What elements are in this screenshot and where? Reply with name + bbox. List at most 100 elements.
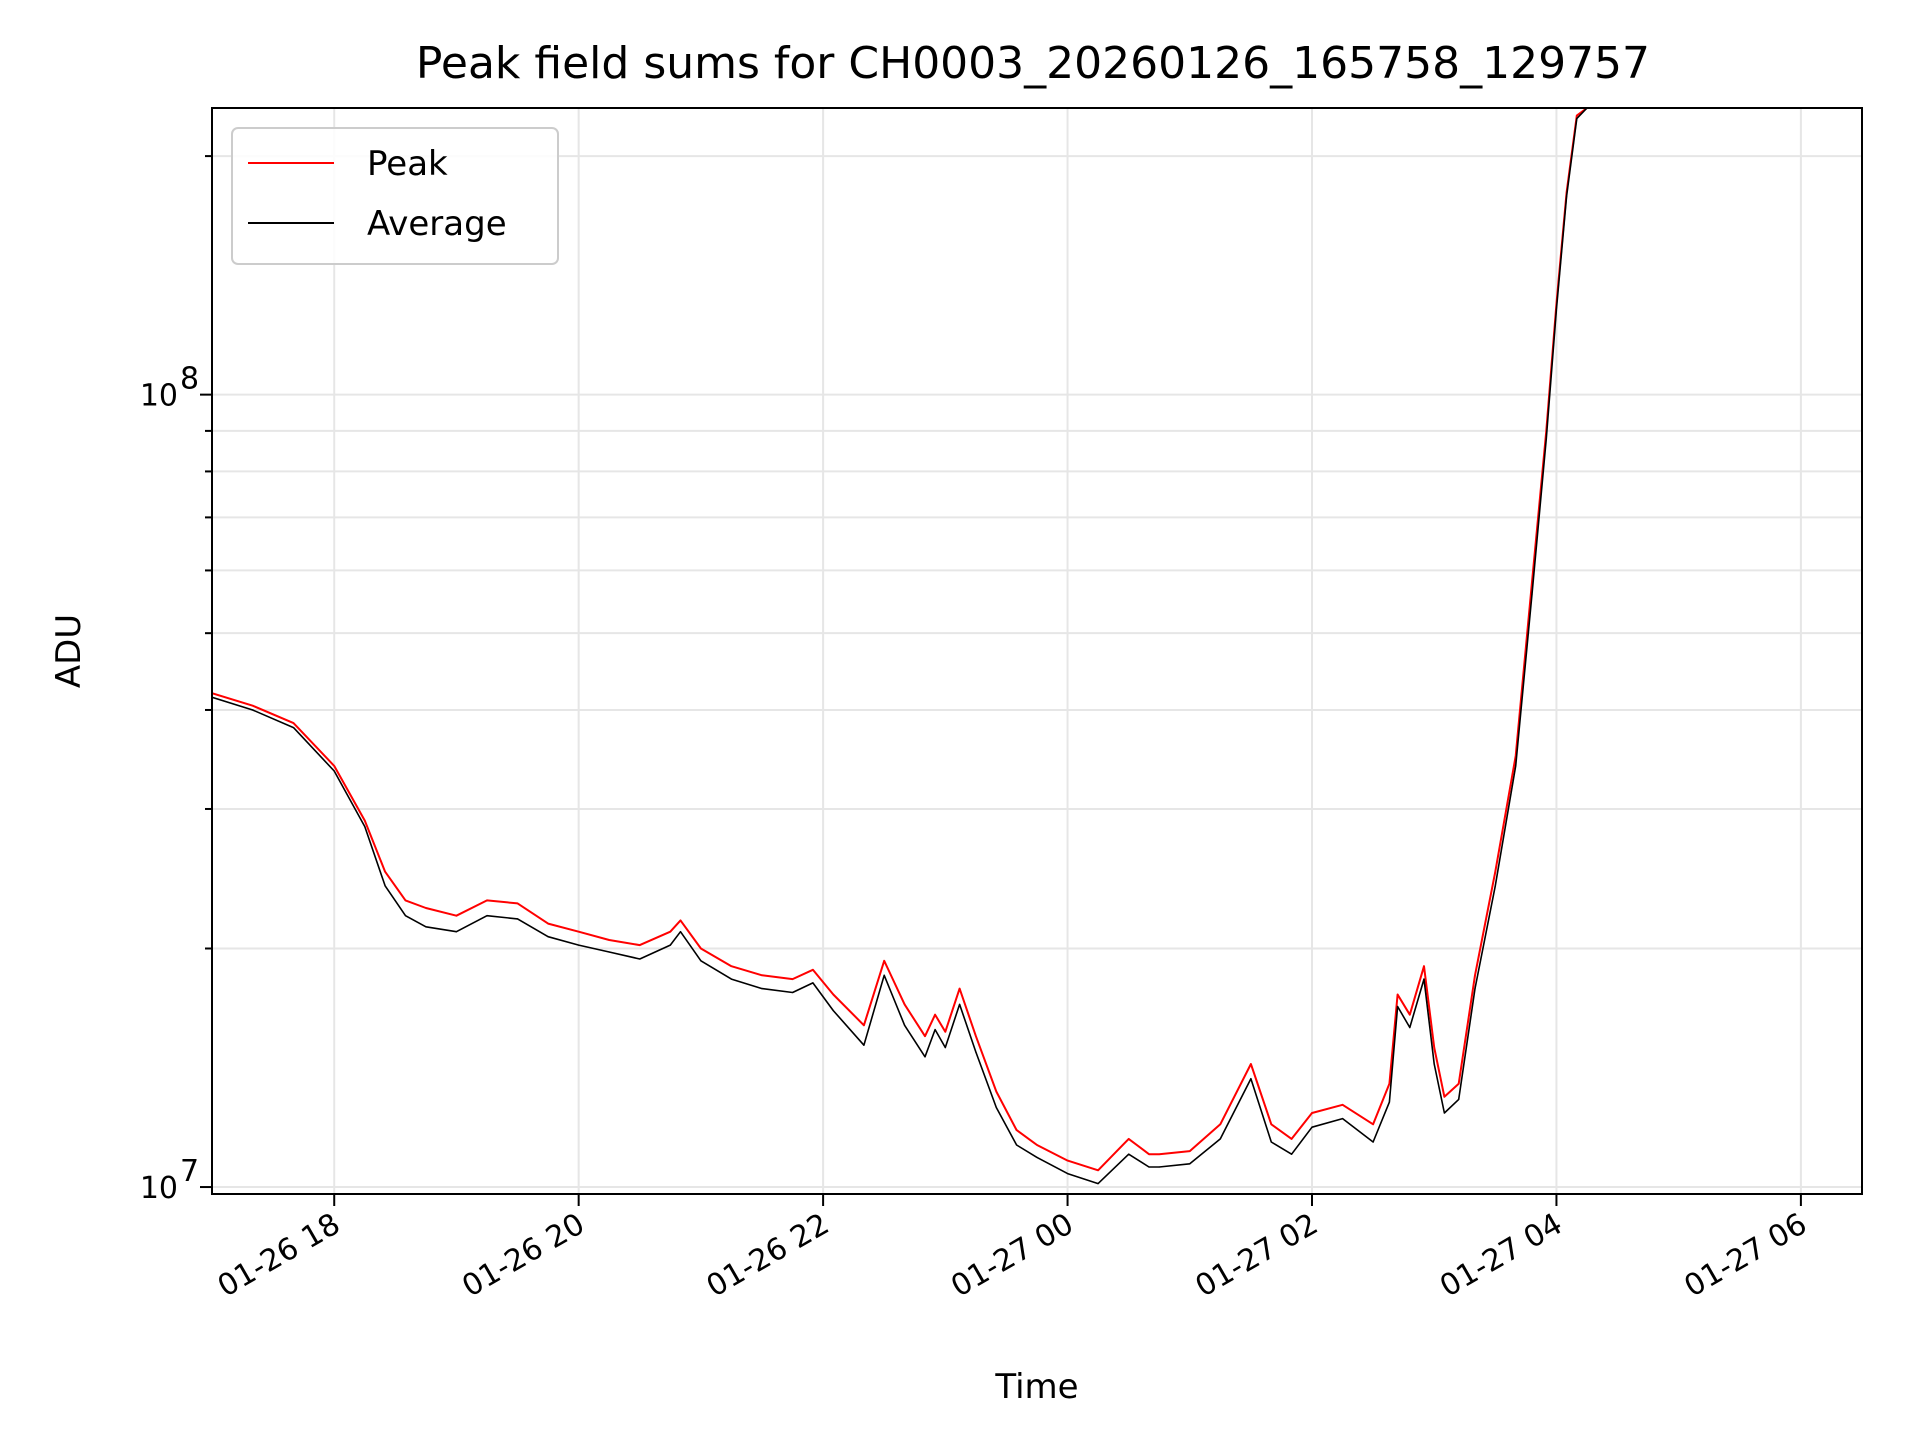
data-point-average xyxy=(1372,1141,1374,1143)
data-point-average xyxy=(1189,1163,1191,1165)
data-point-peak xyxy=(547,923,549,925)
data-point-average xyxy=(904,1024,906,1026)
data-point-average xyxy=(1515,765,1517,767)
data-point-peak xyxy=(1250,1063,1252,1065)
data-point-average xyxy=(924,1056,926,1058)
y-tick-label: 10 xyxy=(140,379,178,414)
data-point-peak xyxy=(924,1035,926,1037)
data-point-peak xyxy=(1409,1014,1411,1016)
legend-label-peak: Peak xyxy=(367,144,448,184)
data-point-peak xyxy=(934,1014,936,1016)
data-point-peak xyxy=(1311,1112,1313,1114)
data-point-average xyxy=(832,1010,834,1012)
data-point-peak xyxy=(1158,1153,1160,1155)
data-point-average xyxy=(679,931,682,933)
data-point-peak xyxy=(832,993,834,996)
data-point-peak xyxy=(486,899,488,902)
x-axis-label: Time xyxy=(994,1367,1078,1407)
data-point-average xyxy=(1067,1173,1069,1175)
data-point-peak xyxy=(608,939,610,941)
data-point-peak xyxy=(863,1024,865,1026)
data-point-average xyxy=(1388,1101,1390,1103)
data-point-peak xyxy=(1016,1129,1018,1131)
data-point-average xyxy=(1036,1156,1038,1158)
data-point-average xyxy=(1291,1153,1293,1155)
data-point-peak xyxy=(761,974,763,976)
data-point-average xyxy=(812,982,814,984)
data-point-peak xyxy=(959,988,961,990)
data-point-peak xyxy=(1423,965,1425,967)
data-point-peak xyxy=(1397,993,1399,996)
data-point-average xyxy=(700,960,702,962)
data-point-average xyxy=(1531,593,1533,595)
grid-lines xyxy=(212,108,1862,1194)
data-point-peak xyxy=(812,969,814,971)
data-point-peak xyxy=(425,907,427,909)
data-point-average xyxy=(333,770,335,772)
data-point-average xyxy=(944,1046,946,1049)
data-point-average xyxy=(1545,438,1547,440)
series-layer xyxy=(212,108,1588,1185)
data-point-peak xyxy=(1097,1169,1099,1171)
data-point-peak xyxy=(1067,1160,1069,1162)
data-point-average xyxy=(1128,1153,1130,1155)
data-point-average xyxy=(1016,1144,1018,1146)
data-point-peak xyxy=(333,765,335,767)
data-point-average xyxy=(959,1003,961,1006)
data-point-average xyxy=(455,931,457,933)
data-point-peak xyxy=(455,915,457,917)
legend: Peak Average xyxy=(231,127,559,265)
data-point-peak xyxy=(578,931,580,933)
data-point-average xyxy=(1458,1098,1460,1100)
data-point-peak xyxy=(364,820,366,822)
data-point-average xyxy=(1433,1063,1435,1065)
data-point-peak xyxy=(1128,1138,1130,1140)
data-point-average xyxy=(1555,309,1557,311)
data-point-peak xyxy=(1433,1046,1435,1049)
legend-label-average: Average xyxy=(367,204,507,244)
y-tick-label: 10 xyxy=(140,1171,178,1206)
data-point-peak xyxy=(679,919,682,922)
data-point-average xyxy=(364,826,366,828)
data-point-peak xyxy=(944,1031,946,1033)
data-point-average xyxy=(404,915,407,917)
data-point-average xyxy=(1342,1118,1344,1120)
data-point-peak xyxy=(975,1035,977,1037)
data-point-average xyxy=(547,936,549,938)
data-point-average xyxy=(292,727,295,729)
data-point-peak xyxy=(1443,1096,1445,1098)
data-point-average xyxy=(1397,1005,1399,1008)
data-point-peak xyxy=(883,960,885,962)
data-point-peak xyxy=(1291,1138,1293,1140)
data-point-peak xyxy=(639,944,641,946)
data-point-peak xyxy=(995,1090,997,1093)
data-point-peak xyxy=(1372,1123,1374,1125)
data-point-peak xyxy=(1148,1153,1150,1155)
data-point-average xyxy=(486,915,488,917)
data-point-average xyxy=(1409,1026,1411,1029)
data-point-average xyxy=(934,1029,936,1031)
data-point-average xyxy=(1219,1138,1221,1140)
data-point-peak xyxy=(252,705,254,707)
data-point-average xyxy=(384,885,386,887)
data-point-peak xyxy=(1388,1083,1390,1085)
data-point-peak xyxy=(1576,115,1578,117)
data-point-peak xyxy=(1474,974,1476,976)
data-point-peak xyxy=(1219,1123,1221,1125)
data-point-average xyxy=(608,951,610,953)
data-point-average xyxy=(1494,885,1496,887)
data-point-peak xyxy=(1458,1083,1460,1085)
data-point-average xyxy=(1443,1112,1445,1114)
data-point-peak xyxy=(1494,871,1496,873)
data-point-average xyxy=(1097,1183,1099,1185)
data-point-peak xyxy=(1270,1123,1272,1125)
data-point-average xyxy=(1311,1126,1313,1128)
data-point-average xyxy=(761,988,763,990)
data-point-peak xyxy=(904,1003,906,1006)
data-point-peak xyxy=(669,931,671,933)
data-point-average xyxy=(975,1051,977,1053)
data-point-average xyxy=(1148,1166,1150,1168)
data-point-average xyxy=(1576,118,1578,120)
